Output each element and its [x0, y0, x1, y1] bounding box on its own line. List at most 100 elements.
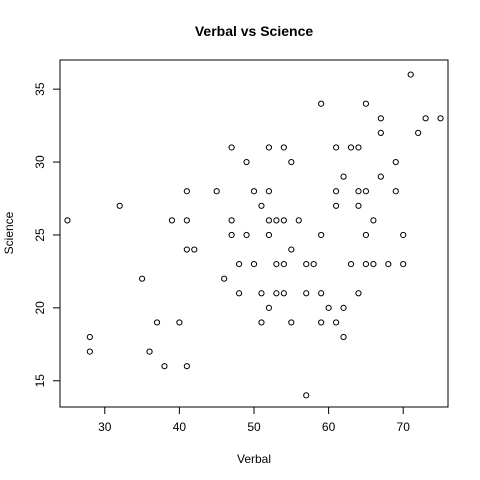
data-point — [295, 217, 302, 224]
data-point — [243, 231, 250, 239]
x-axis-label: Verbal — [237, 452, 271, 466]
data-point — [265, 231, 273, 239]
data-point — [273, 290, 280, 297]
data-point — [183, 246, 190, 253]
data-point — [265, 144, 273, 151]
data-point — [340, 304, 347, 311]
data-point — [318, 231, 325, 239]
data-point — [288, 158, 295, 166]
y-tick-label: 15 — [33, 374, 47, 388]
data-point — [377, 115, 384, 122]
data-point — [325, 304, 332, 311]
data-point — [355, 188, 362, 195]
data-point — [340, 333, 347, 341]
data-point — [362, 231, 370, 239]
data-point — [280, 290, 287, 297]
data-point — [243, 158, 250, 166]
data-point — [258, 319, 265, 326]
data-point — [176, 319, 183, 326]
x-tick-label: 60 — [322, 420, 336, 434]
y-tick-label: 30 — [33, 155, 47, 169]
data-point — [183, 363, 190, 370]
data-point — [362, 261, 370, 268]
data-point — [332, 319, 340, 326]
data-point — [265, 217, 273, 224]
x-tick-label: 40 — [173, 420, 187, 434]
data-point — [265, 188, 273, 195]
data-point — [86, 333, 93, 341]
data-point — [235, 290, 243, 297]
data-point — [370, 217, 377, 224]
data-point — [258, 290, 265, 297]
data-point — [265, 304, 273, 311]
data-point — [318, 100, 325, 107]
y-tick-label: 35 — [33, 82, 47, 96]
data-point — [138, 275, 146, 282]
data-point — [161, 363, 168, 370]
data-point — [280, 261, 287, 268]
data-point — [280, 144, 287, 151]
data-point — [332, 202, 340, 209]
data-point — [377, 173, 384, 180]
data-point — [86, 348, 93, 355]
data-point — [228, 231, 235, 239]
y-axis-label: Science — [2, 211, 16, 254]
x-axis: 30 40 50 60 70 — [98, 407, 410, 434]
data-point — [355, 290, 362, 297]
data-point — [288, 319, 295, 326]
data-point — [273, 217, 280, 224]
data-point — [355, 202, 362, 209]
data-point — [332, 144, 340, 151]
data-point — [221, 275, 228, 282]
x-tick-label: 50 — [247, 420, 261, 434]
data-point — [437, 115, 444, 122]
data-point — [385, 261, 392, 268]
data-point — [273, 261, 280, 268]
data-point — [407, 71, 414, 78]
data-point — [303, 392, 310, 399]
data-point — [347, 144, 355, 151]
data-point — [422, 115, 429, 122]
data-point — [235, 261, 243, 268]
data-point — [400, 231, 407, 239]
data-point — [392, 158, 399, 166]
data-point — [340, 173, 347, 180]
data-point — [116, 202, 123, 209]
data-point — [183, 217, 190, 224]
data-point — [64, 217, 71, 224]
data-point — [250, 188, 258, 195]
data-point — [146, 348, 153, 355]
data-point — [228, 144, 235, 151]
data-point — [332, 188, 340, 195]
data-point — [191, 246, 198, 253]
data-points — [64, 71, 444, 399]
data-point — [213, 188, 220, 195]
data-point — [310, 261, 317, 268]
data-point — [318, 290, 325, 297]
x-tick-label: 30 — [98, 420, 112, 434]
data-point — [153, 319, 161, 326]
x-tick-label: 70 — [397, 420, 411, 434]
data-point — [168, 217, 176, 224]
data-point — [228, 217, 235, 224]
data-point — [400, 261, 407, 268]
data-point — [258, 202, 265, 209]
data-point — [392, 188, 399, 195]
data-point — [183, 188, 190, 195]
data-point — [377, 129, 384, 136]
data-point — [318, 319, 325, 326]
data-point — [303, 261, 310, 268]
data-point — [355, 144, 362, 151]
y-tick-label: 25 — [33, 228, 47, 242]
chart-title: Verbal vs Science — [195, 23, 314, 39]
data-point — [362, 100, 370, 107]
data-point — [288, 246, 295, 253]
data-point — [362, 188, 370, 195]
data-point — [415, 129, 422, 136]
y-axis: 15 20 25 30 35 — [33, 82, 60, 387]
data-point — [347, 261, 355, 268]
data-point — [370, 261, 377, 268]
data-point — [280, 217, 287, 224]
data-point — [250, 261, 258, 268]
